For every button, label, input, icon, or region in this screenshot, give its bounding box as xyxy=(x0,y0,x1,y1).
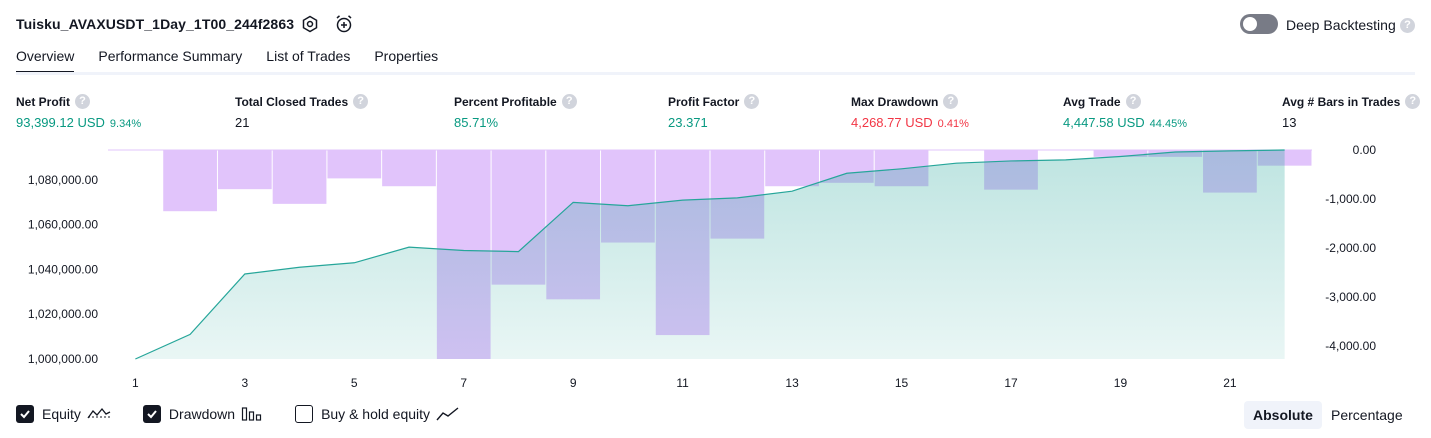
report-tabs: Overview Performance Summary List of Tra… xyxy=(16,48,462,74)
add-alert-icon[interactable] xyxy=(334,14,354,34)
drawdown-bar xyxy=(1093,150,1148,157)
right-y-axis: 0.00 -1,000.00 -2,000.00 -3,000.00 -4,000.00 xyxy=(1325,143,1376,353)
buy-hold-line-icon xyxy=(436,407,459,421)
metric-label: Total Closed Trades xyxy=(235,94,349,109)
right-axis-tick-label: -1,000.00 xyxy=(1325,192,1376,206)
metric-avg-trade: Avg Trade? 4,447.58 USD 44.45% xyxy=(1063,94,1187,132)
drawdown-checkbox[interactable] xyxy=(142,405,161,423)
tab-list-of-trades[interactable]: List of Trades xyxy=(266,48,351,64)
x-axis-tick-label: 7 xyxy=(460,376,467,390)
x-axis: 1 3 5 7 9 11 13 15 17 19 21 xyxy=(132,376,1237,390)
avg-bars-help-icon[interactable]: ? xyxy=(1405,94,1421,109)
avg-trade-help-icon[interactable]: ? xyxy=(1125,94,1141,109)
deep-backtesting-label: Deep Backtesting xyxy=(1286,17,1396,33)
toggle-knob xyxy=(1243,17,1257,31)
percent-profitable-value: 85.71% xyxy=(454,115,499,130)
metric-percent-profitable: Percent Profitable? 85.71% xyxy=(454,94,577,132)
metric-profit-factor: Profit Factor? 23.371 xyxy=(668,94,760,132)
legend-equity[interactable]: Equity xyxy=(16,405,111,423)
profit-factor-help-icon[interactable]: ? xyxy=(744,94,760,109)
drawdown-bar xyxy=(327,150,382,179)
tabs-divider xyxy=(16,72,1415,75)
metric-label: Percent Profitable xyxy=(454,94,557,109)
metric-label: Avg Trade xyxy=(1063,94,1121,109)
tab-overview[interactable]: Overview xyxy=(16,48,75,74)
max-drawdown-value: 4,268.77 USD xyxy=(851,115,933,130)
metric-total-closed-trades: Total Closed Trades? 21 xyxy=(235,94,369,132)
x-axis-tick-label: 19 xyxy=(1114,376,1128,390)
equity-area xyxy=(135,150,1285,359)
chart-legend: Equity Drawdown Buy & hold equity xyxy=(16,403,492,425)
tab-performance-summary[interactable]: Performance Summary xyxy=(98,48,243,64)
left-axis-tick-label: 1,000,000.00 xyxy=(28,352,98,366)
absolute-scale-button[interactable]: Absolute xyxy=(1244,401,1322,429)
metric-label: Max Drawdown xyxy=(851,94,939,109)
buy-hold-checkbox[interactable] xyxy=(295,405,314,423)
metric-label: Net Profit xyxy=(16,94,70,109)
drawdown-bar xyxy=(272,150,327,204)
x-axis-tick-label: 5 xyxy=(351,376,358,390)
avg-trade-value: 4,447.58 USD xyxy=(1063,115,1145,130)
metric-net-profit: Net Profit? 93,399.12 USD 9.34% xyxy=(16,94,141,132)
legend-drawdown[interactable]: Drawdown xyxy=(142,405,263,423)
percentage-scale-button[interactable]: Percentage xyxy=(1331,407,1403,423)
strategy-header: Tuisku_AVAXUSDT_1Day_1T00_244f2863 Deep … xyxy=(16,14,1416,36)
equity-line xyxy=(135,149,1285,360)
right-axis-tick-label: -3,000.00 xyxy=(1325,290,1376,304)
deep-backtesting-toggle[interactable] xyxy=(1240,14,1278,34)
net-profit-percent: 9.34% xyxy=(109,118,142,130)
metric-label: Profit Factor xyxy=(668,94,740,109)
tab-properties[interactable]: Properties xyxy=(374,48,439,64)
drawdown-bars xyxy=(108,149,1312,359)
legend-label: Equity xyxy=(42,406,81,422)
metric-max-drawdown: Max Drawdown? 4,268.77 USD 0.41% xyxy=(851,94,969,132)
equity-drawdown-chart[interactable]: 1,000,000.00 1,020,000.00 1,040,000.00 1,06… xyxy=(0,140,1431,400)
left-axis-tick-label: 1,020,000.00 xyxy=(28,307,98,321)
x-axis-tick-label: 1 xyxy=(132,376,139,390)
metric-label: Avg # Bars in Trades xyxy=(1282,94,1401,109)
net-profit-help-icon[interactable]: ? xyxy=(75,94,90,109)
x-axis-tick-label: 9 xyxy=(570,376,577,390)
drawdown-bars-icon xyxy=(241,407,262,421)
x-axis-tick-label: 11 xyxy=(676,376,689,390)
equity-series xyxy=(135,149,1285,360)
drawdown-bar xyxy=(163,150,217,212)
right-axis-tick-label: -4,000.00 xyxy=(1325,339,1376,353)
max-drawdown-percent: 0.41% xyxy=(937,118,969,130)
right-axis-tick-label: 0.00 xyxy=(1353,143,1377,157)
drawdown-bar xyxy=(382,150,436,187)
legend-label: Drawdown xyxy=(168,406,236,422)
metric-avg-bars: Avg # Bars in Trades? 13 xyxy=(1282,94,1421,132)
legend-label: Buy & hold equity xyxy=(321,406,431,422)
max-drawdown-help-icon[interactable]: ? xyxy=(943,94,959,109)
x-axis-tick-label: 13 xyxy=(785,376,799,390)
strategy-title: Tuisku_AVAXUSDT_1Day_1T00_244f2863 xyxy=(16,16,295,32)
left-y-axis: 1,000,000.00 1,020,000.00 1,040,000.00 1,06… xyxy=(28,173,98,366)
equity-line-icon xyxy=(87,407,111,419)
right-axis-tick-label: -2,000.00 xyxy=(1325,241,1376,255)
x-axis-tick-label: 21 xyxy=(1223,376,1237,390)
profit-factor-value: 23.371 xyxy=(668,115,708,130)
drawdown-bar xyxy=(765,150,819,187)
x-axis-tick-label: 3 xyxy=(241,376,248,390)
x-axis-tick-label: 17 xyxy=(1004,376,1018,390)
legend-buy-hold[interactable]: Buy & hold equity xyxy=(295,405,460,423)
equity-checkbox[interactable] xyxy=(16,405,34,423)
left-axis-tick-label: 1,060,000.00 xyxy=(28,218,98,232)
settings-gear-icon[interactable] xyxy=(300,14,320,34)
total-closed-trades-value: 21 xyxy=(235,115,250,130)
net-profit-value: 93,399.12 USD xyxy=(16,115,105,130)
avg-bars-value: 13 xyxy=(1282,115,1297,130)
total-closed-trades-help-icon[interactable]: ? xyxy=(353,94,369,109)
left-axis-tick-label: 1,040,000.00 xyxy=(28,262,98,276)
drawdown-bar xyxy=(217,150,272,190)
deep-backtesting-help-icon[interactable]: ? xyxy=(1400,18,1415,33)
percent-profitable-help-icon[interactable]: ? xyxy=(561,94,577,109)
x-axis-tick-label: 15 xyxy=(895,376,909,390)
left-axis-tick-label: 1,080,000.00 xyxy=(28,173,98,187)
avg-trade-percent: 44.45% xyxy=(1149,118,1187,130)
